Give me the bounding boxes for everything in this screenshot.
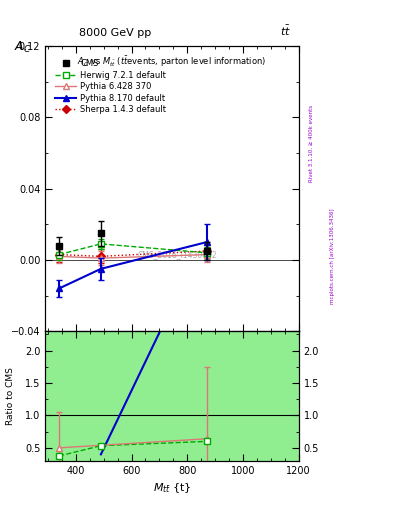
Legend: CMS, Herwig 7.2.1 default, Pythia 6.428 370, Pythia 8.170 default, Sherpa 1.4.3 : CMS, Herwig 7.2.1 default, Pythia 6.428 …: [52, 56, 169, 118]
Y-axis label: Ratio to CMS: Ratio to CMS: [6, 367, 15, 425]
Text: $A_C$ vs $M_{t\bar{t}}$ ($t\bar{t}$events, parton level information): $A_C$ vs $M_{t\bar{t}}$ ($t\bar{t}$event…: [77, 55, 266, 70]
Text: Rivet 3.1.10, ≥ 400k events: Rivet 3.1.10, ≥ 400k events: [309, 105, 314, 182]
Text: 8000 GeV pp: 8000 GeV pp: [79, 28, 151, 38]
Y-axis label: $A_C$: $A_C$: [14, 39, 31, 55]
Text: $t\bar{t}$: $t\bar{t}$: [280, 24, 291, 38]
X-axis label: $M_{t\bar{t}}$ {t}: $M_{t\bar{t}}$ {t}: [152, 481, 191, 495]
Text: mcplots.cern.ch [arXiv:1306.3436]: mcplots.cern.ch [arXiv:1306.3436]: [330, 208, 335, 304]
Text: CMS_2016_I1430892: CMS_2016_I1430892: [137, 250, 217, 259]
